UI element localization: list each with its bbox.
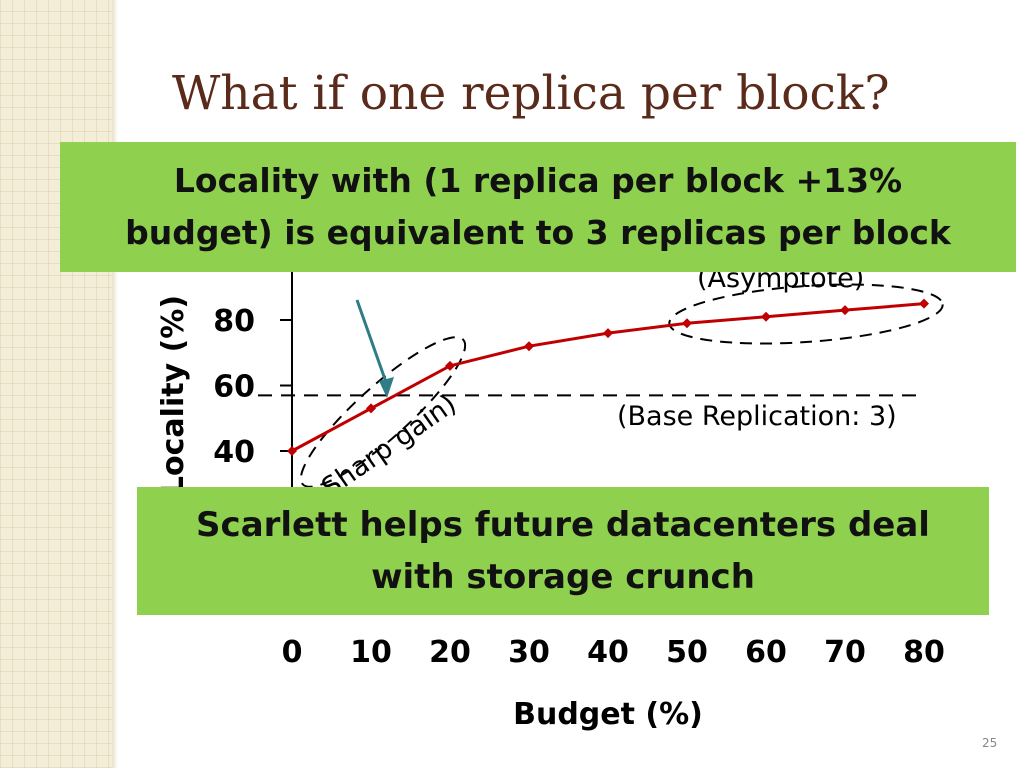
y-tick-label: 40	[213, 435, 255, 470]
x-tick-label: 70	[824, 635, 866, 670]
x-tick-label: 20	[429, 635, 471, 670]
pointer-arrow-head	[379, 377, 394, 398]
locality-callout-box: Locality with (1 replica per block +13% …	[60, 142, 1016, 272]
sharp-gain-ellipse	[299, 336, 467, 488]
data-point-marker	[919, 298, 929, 309]
x-tick-label: 30	[508, 635, 550, 670]
conclusion-callout-box: Scarlett helps future datacenters deal w…	[137, 487, 989, 615]
data-point-marker	[840, 305, 850, 316]
x-tick-label: 10	[350, 635, 392, 670]
y-tick-label: 60	[213, 370, 255, 405]
data-point-marker	[603, 328, 613, 339]
x-tick-label: 50	[666, 635, 708, 670]
callout-top-line-2: budget) is equivalent to 3 replicas per …	[125, 213, 951, 252]
x-tick-label: 40	[587, 635, 629, 670]
base-replication-label: (Base Replication: 3)	[617, 401, 897, 432]
x-tick-label: 80	[903, 635, 945, 670]
data-point-marker	[682, 318, 692, 329]
y-tick-label: 80	[213, 304, 255, 339]
data-point-marker	[524, 341, 534, 352]
data-point-marker	[287, 446, 297, 456]
decorative-side-panel	[0, 0, 112, 768]
decorative-side-panel-edge	[112, 0, 118, 768]
x-axis-title: Budget (%)	[513, 697, 703, 732]
data-point-marker	[445, 360, 455, 371]
callout-bottom-line-1: Scarlett helps future datacenters deal	[196, 505, 930, 545]
callout-bottom-line-2: with storage crunch	[371, 557, 755, 597]
page-number: 25	[982, 736, 998, 750]
data-point-marker	[761, 311, 771, 322]
x-tick-label: 60	[745, 635, 787, 670]
y-axis-title: Locality (%)	[156, 295, 191, 495]
slide-title: What if one replica per block?	[172, 66, 890, 121]
callout-top-line-1: Locality with (1 replica per block +13%	[173, 161, 903, 200]
data-point-marker	[366, 403, 376, 414]
pointer-arrow-shaft	[355, 299, 389, 386]
x-tick-label: 0	[282, 635, 303, 670]
asymptote-ellipse	[668, 283, 944, 345]
